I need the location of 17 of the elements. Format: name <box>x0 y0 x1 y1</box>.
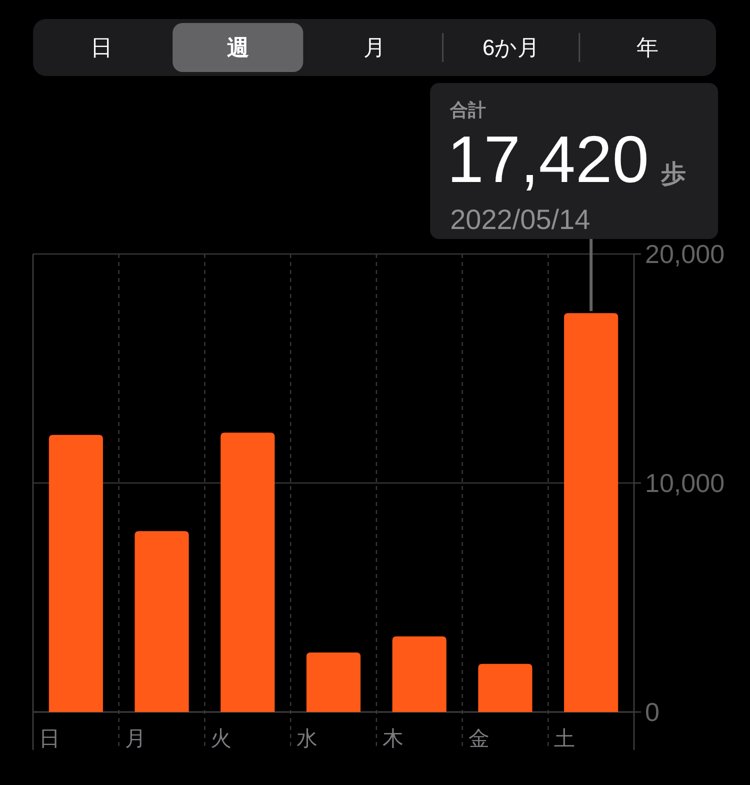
y-tick-label: 0 <box>645 697 660 727</box>
x-tick-label: 火 <box>210 728 232 750</box>
annotation: 2022/05/14 <box>450 204 590 235</box>
y-tick-label: 10,000 <box>645 468 725 498</box>
tab-label: 日 <box>90 35 112 60</box>
x-tick-label: 日 <box>39 728 60 750</box>
x-tick-label: 月 <box>124 728 146 750</box>
y-tick-label: 20,000 <box>645 239 725 269</box>
tooltip-heading: 合計 <box>450 100 486 120</box>
annotation: 17,420 歩 <box>447 122 686 196</box>
tab-label: 年 <box>636 35 659 60</box>
x-tick-label: 木 <box>382 728 404 750</box>
x-tick-label: 水 <box>296 728 318 750</box>
x-tick-label: 土 <box>554 728 576 750</box>
tab-label: 6か月 <box>482 35 540 60</box>
tab-label: 月 <box>364 35 386 60</box>
x-tick-label: 金 <box>468 728 490 750</box>
